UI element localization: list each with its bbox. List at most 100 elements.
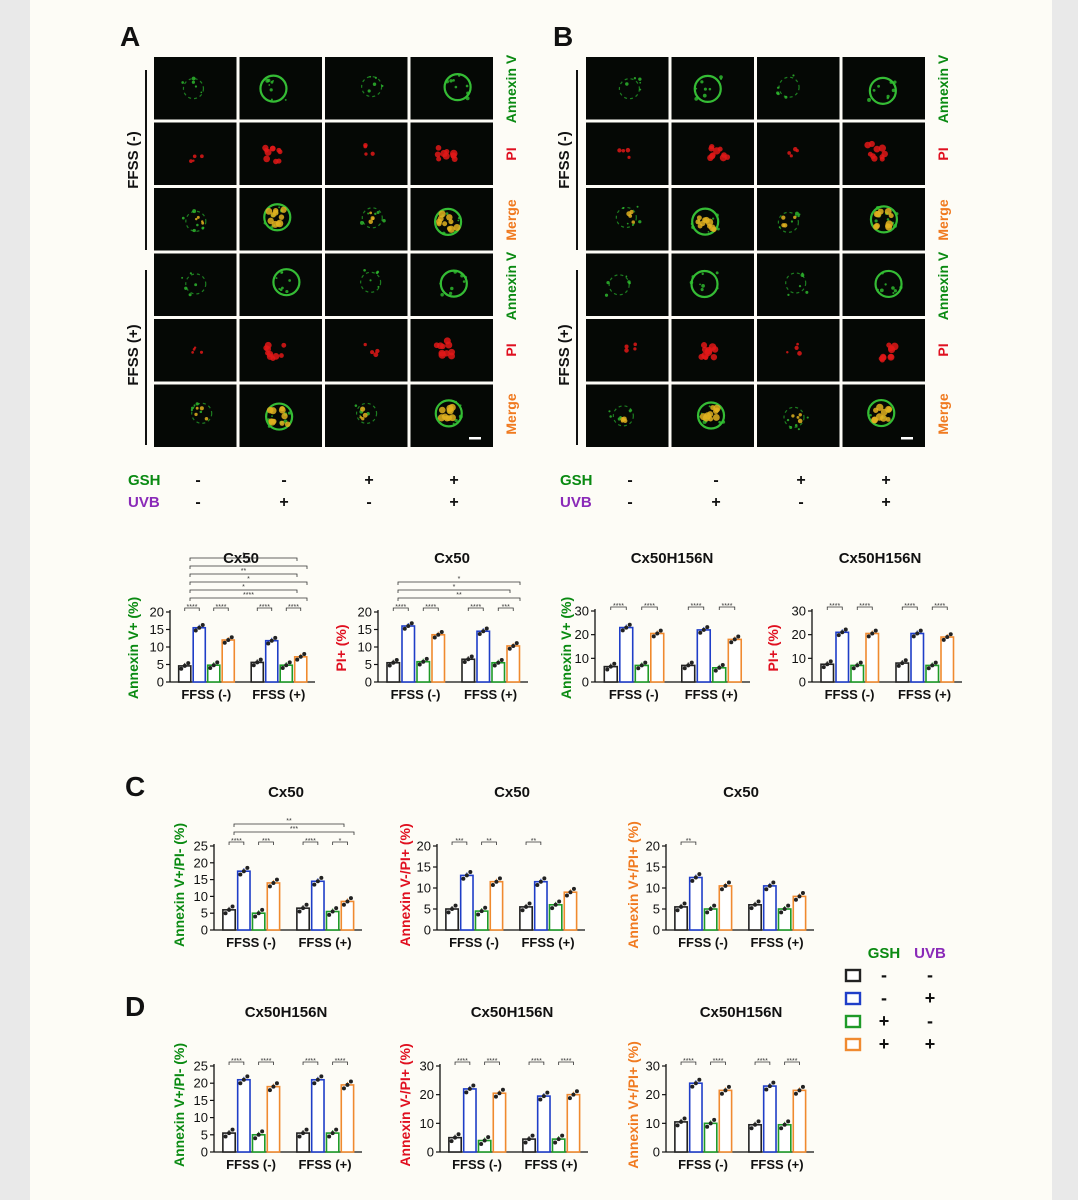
significance-bracket (680, 1061, 697, 1065)
chart-title: Cx50H156N (631, 550, 714, 567)
legend-row: -- (844, 965, 933, 985)
y-axis-label: Annexin V+/PI+ (%) (625, 821, 641, 949)
data-point (866, 634, 871, 639)
microscopy-image (239, 122, 322, 185)
data-point (767, 883, 772, 888)
y-tick-label: 15 (150, 622, 164, 637)
data-point (723, 1088, 728, 1093)
significance-bracket (784, 1061, 800, 1065)
data-point (394, 657, 399, 662)
microscopy-image (239, 319, 322, 382)
significance-bracket (481, 841, 497, 845)
significance-label: * (242, 584, 245, 591)
data-point (251, 663, 256, 668)
bar (266, 1085, 281, 1153)
data-point (682, 1116, 687, 1121)
data-point (315, 879, 320, 884)
significance-label: **** (231, 838, 242, 845)
x-tick-label: FFSS (-) (609, 687, 659, 702)
significance-label: *** (502, 604, 510, 611)
data-point (269, 638, 274, 643)
bar (462, 1088, 477, 1153)
y-tick-label: 15 (194, 872, 208, 887)
y-tick-label: 30 (575, 604, 589, 619)
data-point (345, 1082, 350, 1087)
data-point (749, 906, 754, 911)
significance-bracket (931, 606, 948, 610)
bar (401, 625, 416, 683)
data-point (720, 662, 725, 667)
bar (688, 876, 703, 931)
data-point (409, 621, 414, 626)
y-axis-label: PI+ (%) (333, 624, 349, 671)
significance-label: *** (455, 838, 463, 845)
data-point (312, 882, 317, 887)
bar (266, 882, 281, 931)
data-point (550, 906, 555, 911)
data-point (764, 1087, 769, 1092)
data-point (527, 901, 532, 906)
data-point (624, 625, 629, 630)
significance-bracket (826, 606, 843, 610)
significance-label: **** (259, 604, 270, 611)
data-point (466, 657, 471, 662)
significance-bracket (256, 607, 273, 611)
data-point (708, 1121, 713, 1126)
significance-label: ** (531, 838, 537, 845)
bar (310, 1078, 325, 1153)
data-point (274, 1081, 279, 1086)
data-point (782, 907, 787, 911)
y-tick-label: 5 (201, 1127, 208, 1142)
bar (459, 874, 474, 931)
y-tick-label: 20 (646, 1087, 660, 1102)
significance-label: **** (713, 1058, 724, 1065)
panel-letter-a: A (120, 21, 140, 52)
bar-chart: Cx50H156N Annexin V+/PI+ (%) 0 10 20 30 FFSS (… (625, 1004, 814, 1172)
bar (718, 885, 733, 931)
data-point (693, 875, 698, 880)
legend-row: + + (844, 1034, 935, 1054)
bar (563, 891, 578, 931)
y-tick-label: 0 (201, 923, 208, 938)
significance-label: ** (246, 560, 252, 567)
y-tick-label: 10 (646, 881, 660, 896)
bar (727, 638, 743, 683)
scale-bar (469, 437, 481, 440)
data-point (843, 627, 848, 632)
y-tick-label: 0 (201, 1145, 208, 1160)
x-tick-label: FFSS (+) (521, 935, 574, 950)
data-point (564, 893, 569, 898)
data-point (301, 1131, 306, 1136)
microscopy-image (757, 319, 840, 382)
x-tick-label: FFSS (+) (252, 687, 305, 702)
data-point (490, 883, 495, 888)
bar (792, 1089, 807, 1153)
data-point (238, 1081, 243, 1086)
bar (910, 632, 925, 683)
x-tick-label: FFSS (+) (464, 687, 517, 702)
data-point (467, 1086, 472, 1091)
data-point (479, 1141, 484, 1146)
data-point (723, 883, 728, 888)
row-labels-a: Annexin V PI Merge Annexin V PI Merge (503, 54, 519, 435)
data-point (453, 903, 458, 908)
y-tick-label: 30 (792, 604, 806, 619)
row-label-b-5: PI (935, 343, 951, 356)
row-label-a-5: PI (503, 343, 519, 356)
y-tick-label: 10 (420, 1116, 434, 1131)
bar-chart: Cx50H156N Annexin V+/PI- (%) 0 5 10 15 20 25 FFS… (171, 1004, 362, 1172)
bar (865, 632, 880, 683)
data-point (764, 887, 769, 892)
microscopy-image (154, 57, 237, 120)
significance-bracket (422, 607, 439, 611)
microscopy-image (757, 122, 840, 185)
y-tick-label: 20 (194, 855, 208, 870)
row-label-b-4: Annexin V (935, 251, 951, 320)
legend-swatch (844, 991, 862, 1006)
data-point (271, 1084, 276, 1089)
data-point (786, 1119, 791, 1124)
data-point (873, 628, 878, 633)
significance-bracket (332, 841, 348, 845)
data-point (693, 1081, 698, 1086)
data-point (482, 1138, 487, 1143)
